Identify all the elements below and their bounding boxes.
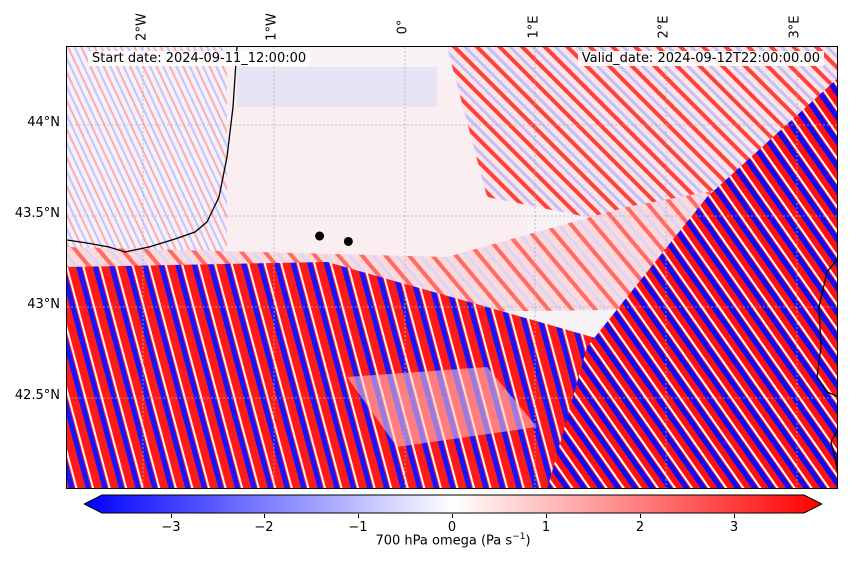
colorbar-tick-minus1: −1 <box>348 520 368 535</box>
map-panel <box>66 46 838 489</box>
station-markers <box>315 231 353 246</box>
lon-tick-2w: 2°W <box>134 13 150 41</box>
colorbar <box>84 494 822 514</box>
omega-field-map <box>67 47 837 488</box>
coastline-bay-of-biscay <box>67 47 238 253</box>
field-nw <box>67 47 227 277</box>
colorbar-gradient <box>84 494 822 514</box>
colorbar-tick-2: 2 <box>635 520 645 535</box>
lat-tick-43-5n: 43.5°N <box>14 206 60 221</box>
colorbar-tick-0: 0 <box>447 520 457 535</box>
marker-point-2 <box>343 236 353 246</box>
colorbar-tick-minus3: −3 <box>161 520 181 535</box>
colorbar-tick-minus2: −2 <box>254 520 274 535</box>
colorbar-tick-3: 3 <box>729 520 739 535</box>
marker-point-1 <box>315 231 325 241</box>
lon-tick-3e: 3°E <box>787 15 803 39</box>
graticule <box>67 47 837 488</box>
colorbar-tick-1: 1 <box>541 520 551 535</box>
lon-tick-1e: 1°E <box>526 15 542 39</box>
lon-tick-0: 0° <box>395 19 411 35</box>
valid-date-label: Valid_date: 2024-09-12T22:00:00.00 <box>577 51 824 66</box>
lon-tick-1w: 1°W <box>264 13 280 41</box>
lat-tick-43n: 43°N <box>27 297 60 312</box>
colorbar-label: 700 hPa omega (Pa s−1) <box>375 532 531 549</box>
lat-tick-44n: 44°N <box>27 115 60 130</box>
start-date-label: Start date: 2024-09-11_12:00:00 <box>88 51 311 66</box>
lat-tick-42-5n: 42.5°N <box>14 388 60 403</box>
lon-tick-2e: 2°E <box>656 15 672 39</box>
coastline-mediterranean <box>816 258 837 475</box>
field-se <box>547 78 837 488</box>
